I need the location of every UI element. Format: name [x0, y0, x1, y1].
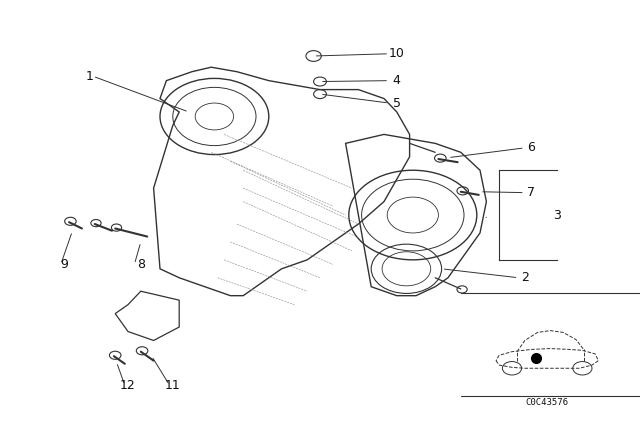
Text: 9: 9	[60, 258, 68, 271]
Text: 3: 3	[553, 208, 561, 222]
Text: 11: 11	[165, 379, 180, 392]
Text: 2: 2	[521, 271, 529, 284]
Text: 5: 5	[393, 96, 401, 110]
Text: 1: 1	[86, 69, 93, 83]
Text: 10: 10	[389, 47, 404, 60]
Text: 12: 12	[120, 379, 136, 392]
Text: 7: 7	[527, 186, 535, 199]
Circle shape	[306, 51, 321, 61]
Text: 4: 4	[393, 74, 401, 87]
Text: 8: 8	[137, 258, 145, 271]
Text: C0C43576: C0C43576	[525, 398, 569, 407]
Text: 6: 6	[527, 141, 535, 155]
